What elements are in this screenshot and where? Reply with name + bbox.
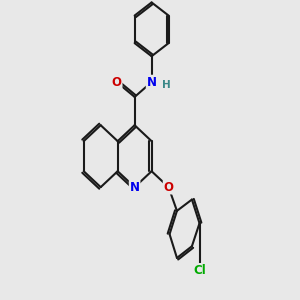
Text: O: O — [112, 76, 122, 88]
Text: H: H — [161, 80, 170, 90]
Text: Cl: Cl — [193, 264, 206, 277]
Text: N: N — [147, 76, 157, 88]
Text: O: O — [164, 181, 174, 194]
Text: N: N — [130, 181, 140, 194]
